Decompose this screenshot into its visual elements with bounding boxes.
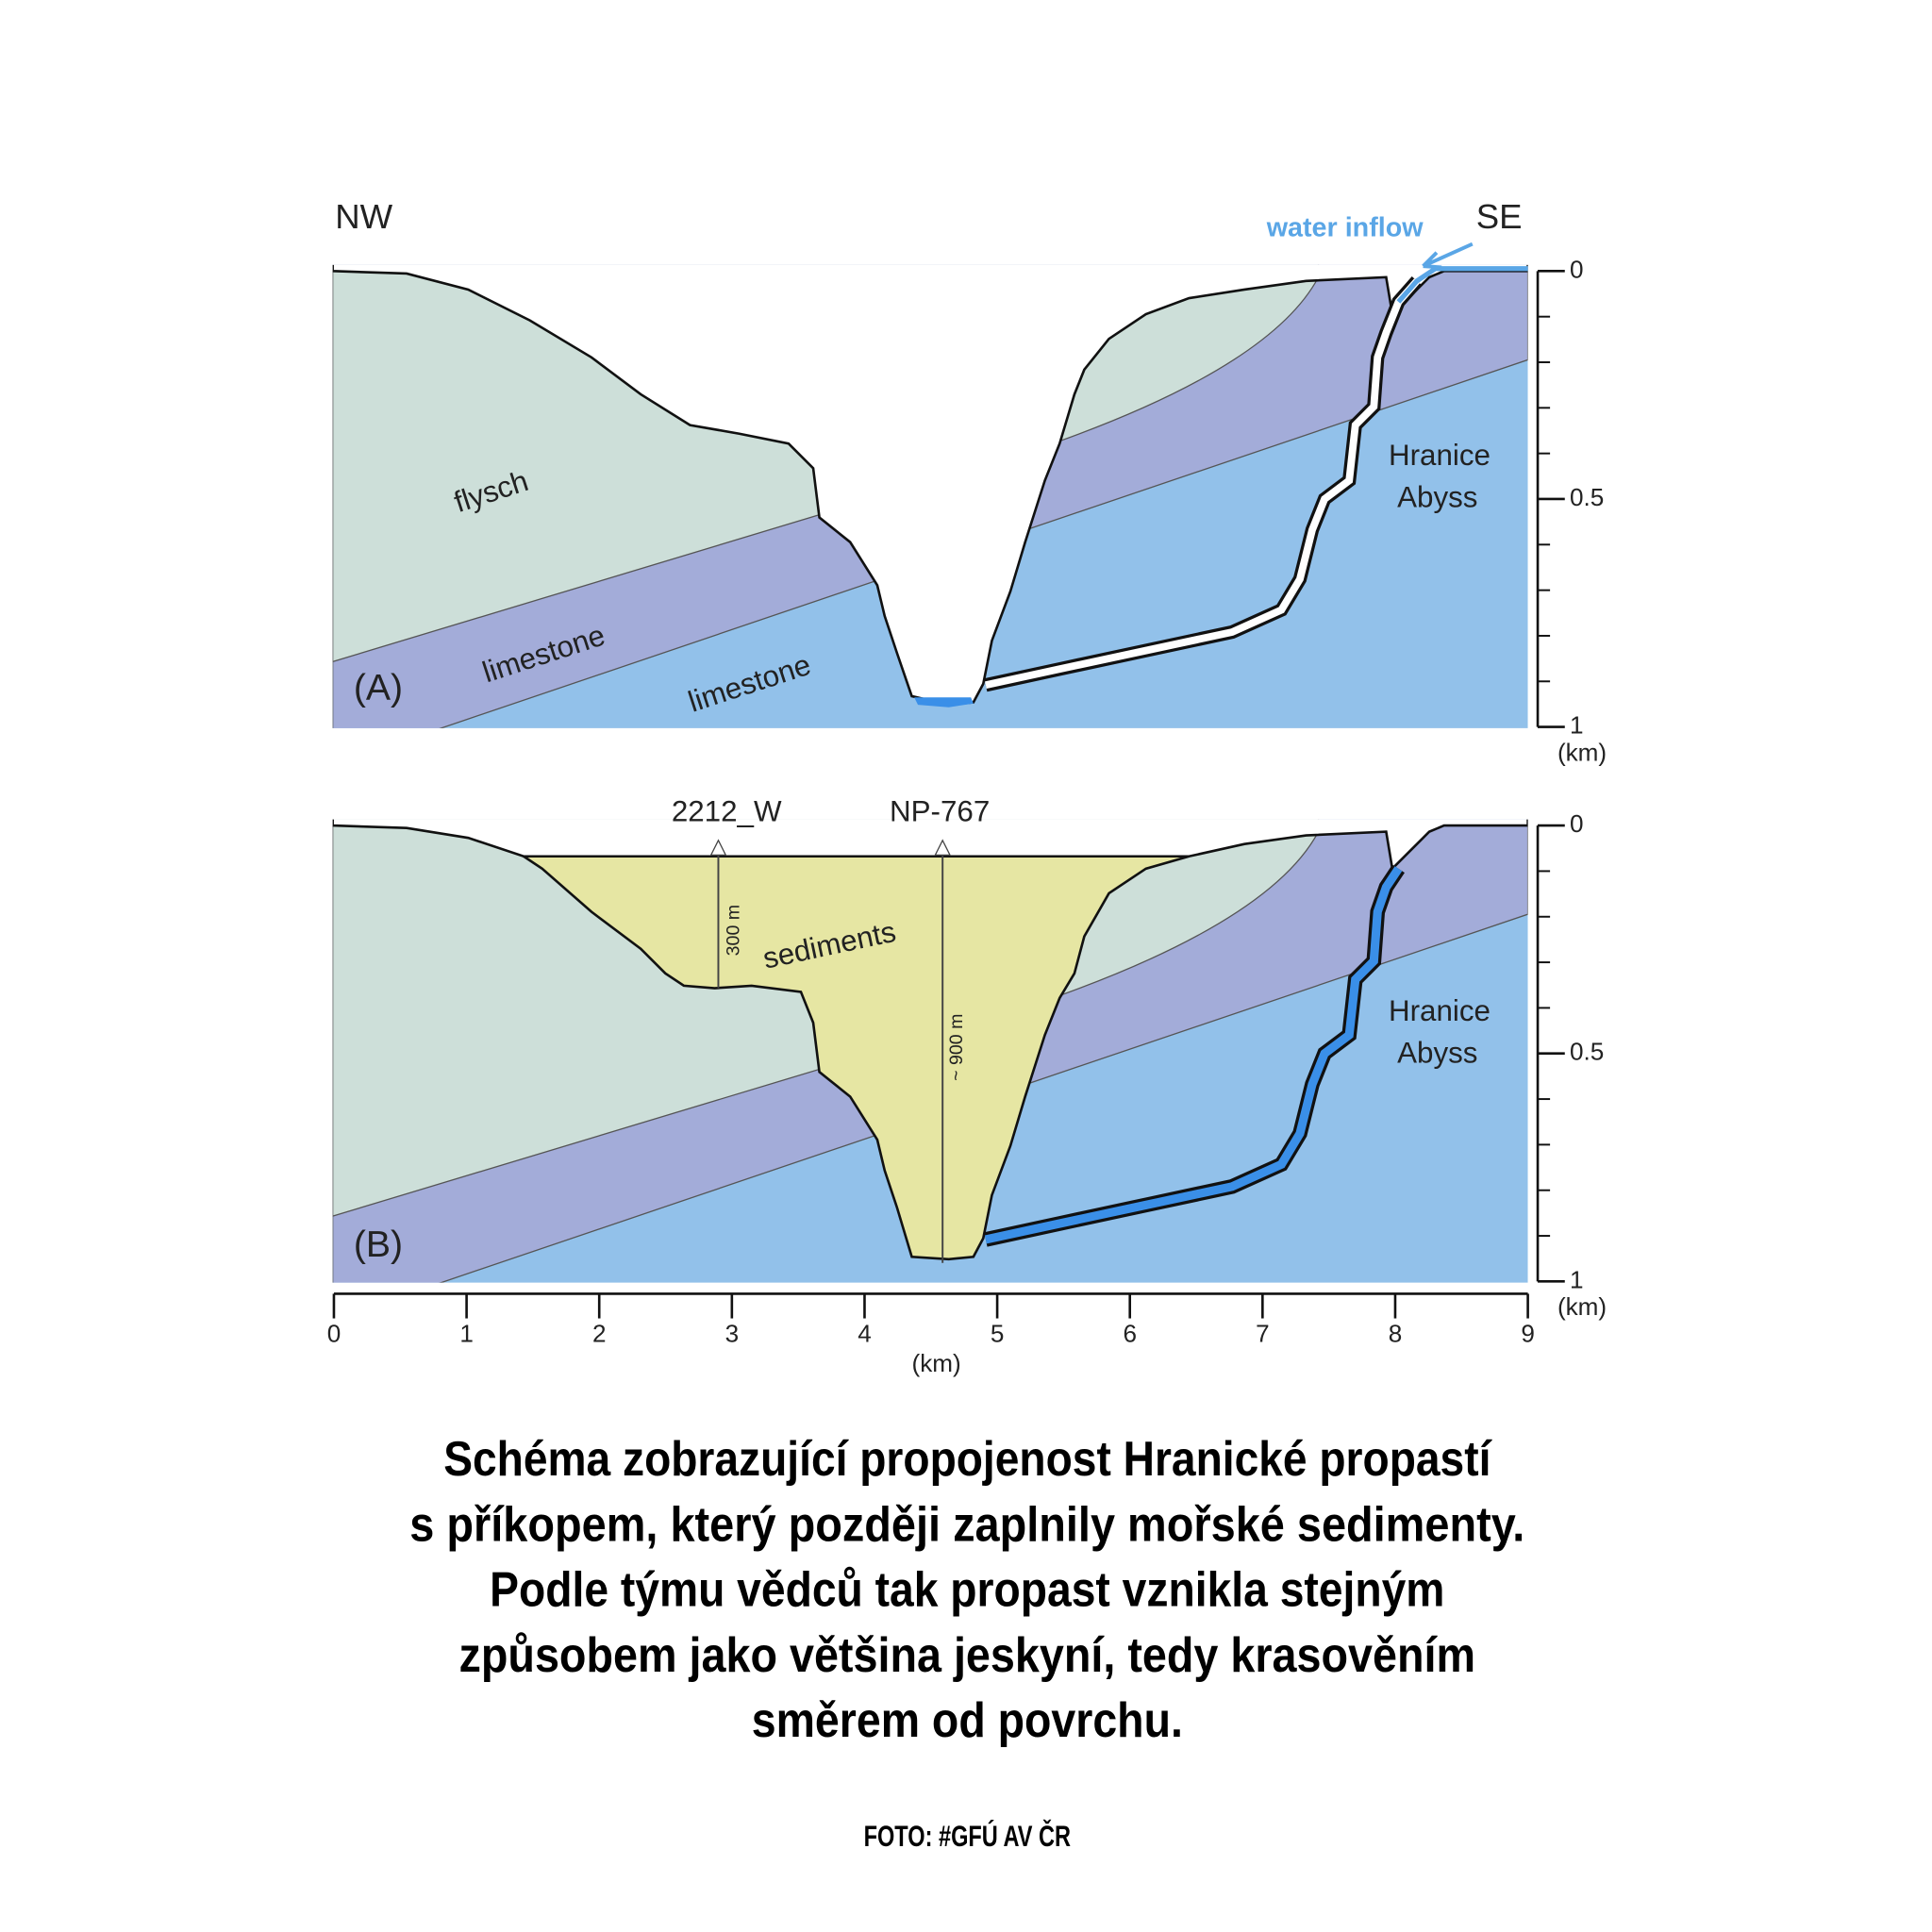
distance-tick-label: 6 bbox=[1123, 1320, 1137, 1348]
panel-a bbox=[332, 264, 1528, 728]
depth-tick-label: 0 bbox=[1570, 255, 1584, 283]
surface bbox=[332, 264, 1528, 707]
depth-tick-label: 0.5 bbox=[1570, 483, 1604, 511]
caption-line: způsobem jako většina jeskyní, tedy kras… bbox=[459, 1628, 1476, 1683]
nw: NW bbox=[335, 197, 392, 236]
depth-unit: (km) bbox=[1557, 1292, 1607, 1321]
distance-tick-label: 4 bbox=[858, 1320, 872, 1348]
distance-tick-label: 0 bbox=[327, 1320, 341, 1348]
panel-label: (A) bbox=[354, 668, 403, 708]
panel-label: (B) bbox=[354, 1224, 403, 1265]
borehole-depth: ~ 900 m bbox=[946, 1014, 967, 1081]
distance-tick-label: 9 bbox=[1521, 1320, 1535, 1348]
distance-tick-label: 8 bbox=[1389, 1320, 1403, 1348]
abyss-label: Hranice bbox=[1389, 439, 1491, 472]
cave bbox=[984, 866, 1403, 1244]
borehole-depth: 300 m bbox=[724, 905, 744, 956]
depth-tick-label: 0.5 bbox=[1570, 1038, 1604, 1066]
depth-tick-label: 1 bbox=[1570, 711, 1584, 740]
borehole-name: 2212_W bbox=[672, 794, 782, 827]
cave bbox=[985, 278, 1420, 690]
inflow-arrow bbox=[1422, 242, 1474, 270]
distance-unit: (km) bbox=[912, 1349, 961, 1377]
caption-line: Schéma zobrazující propojenost Hranické … bbox=[443, 1432, 1492, 1487]
sediments bbox=[519, 855, 1190, 1261]
caption-line: Podle týmu vědců tak propast vznikla ste… bbox=[490, 1563, 1444, 1618]
abyss-label: Abyss bbox=[1397, 1036, 1477, 1069]
water bbox=[1396, 266, 1528, 304]
depth-tick-label: 0 bbox=[1570, 809, 1584, 838]
depth-tick-label: 1 bbox=[1570, 1265, 1584, 1293]
caption-line: směrem od povrchu. bbox=[752, 1693, 1183, 1748]
water-inflow: water inflow bbox=[1266, 213, 1424, 243]
axes: 00.51(km)00.51(km)0 1 2 3 4 5 6 7 8 9(km) bbox=[327, 255, 1607, 1377]
borehole-arrow bbox=[709, 839, 727, 857]
distance-tick-label: 2 bbox=[592, 1320, 607, 1348]
borehole-arrow bbox=[934, 839, 952, 857]
credit: FOTO: #GFÚ AV ČR bbox=[864, 1819, 1071, 1853]
depth-unit: (km) bbox=[1557, 738, 1607, 766]
distance-tick-label: 1 bbox=[459, 1320, 474, 1348]
borehole-name: NP-767 bbox=[890, 794, 990, 827]
panel-b bbox=[332, 819, 1528, 1283]
abyss-label: Hranice bbox=[1389, 994, 1491, 1027]
caption-line: s příkopem, který později zaplnily mořsk… bbox=[409, 1497, 1524, 1552]
distance-tick-label: 7 bbox=[1256, 1320, 1270, 1348]
distance-tick-label: 3 bbox=[725, 1320, 740, 1348]
distance-tick-label: 5 bbox=[991, 1320, 1005, 1348]
lake bbox=[914, 697, 974, 708]
abyss-label: Abyss bbox=[1397, 480, 1477, 513]
se: SE bbox=[1476, 197, 1523, 236]
